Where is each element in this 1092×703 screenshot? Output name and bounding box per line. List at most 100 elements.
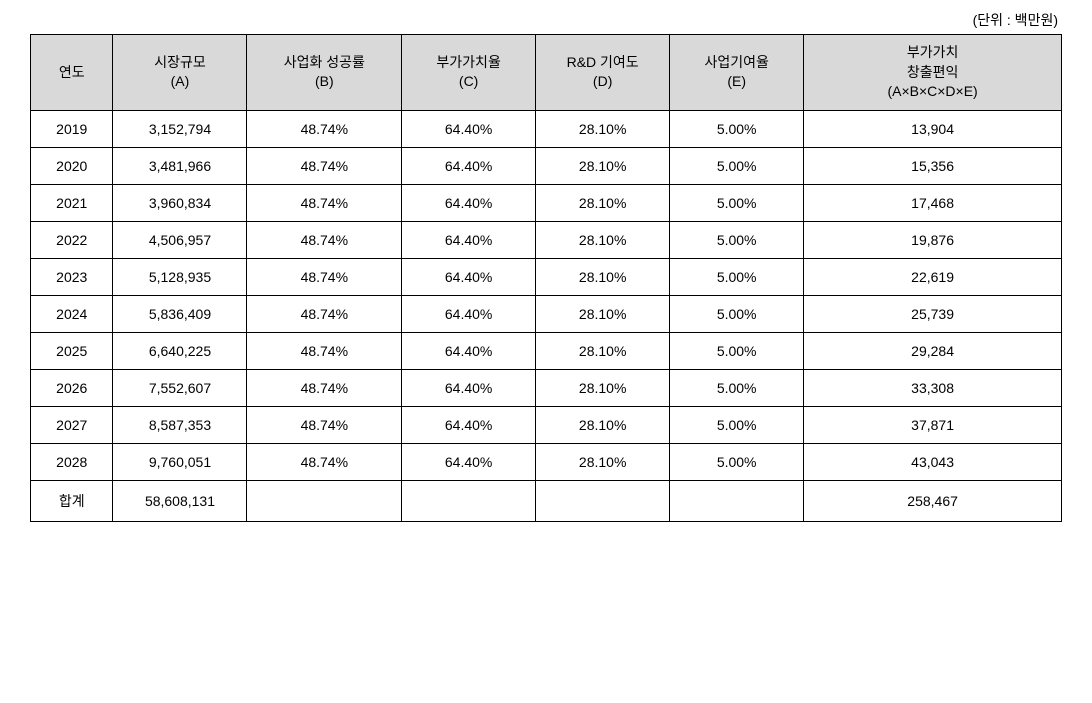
cell-B: 48.74% (247, 221, 402, 258)
cell-F: 22,619 (804, 258, 1062, 295)
table-row: 20278,587,35348.74%64.40%28.10%5.00%37,8… (31, 406, 1062, 443)
cell-D: 28.10% (536, 443, 670, 480)
cell-C: 64.40% (402, 295, 536, 332)
header-b-sublabel: (B) (315, 73, 334, 89)
table-row: 20213,960,83448.74%64.40%28.10%5.00%17,4… (31, 184, 1062, 221)
cell-year: 2024 (31, 295, 113, 332)
cell-D: 28.10% (536, 258, 670, 295)
cell-A: 6,640,225 (113, 332, 247, 369)
cell-A: 5,128,935 (113, 258, 247, 295)
header-d-sublabel: (D) (593, 73, 612, 89)
cell-B: 48.74% (247, 295, 402, 332)
total-cell-D (536, 480, 670, 521)
header-c-sublabel: (C) (459, 73, 478, 89)
header-a-sublabel: (A) (171, 73, 190, 89)
cell-C: 64.40% (402, 258, 536, 295)
cell-C: 64.40% (402, 443, 536, 480)
header-b-label: 사업화 성공률 (284, 54, 365, 70)
header-d-label: R&D 기여도 (567, 54, 639, 70)
cell-F: 43,043 (804, 443, 1062, 480)
header-e-sublabel: (E) (727, 73, 746, 89)
cell-F: 29,284 (804, 332, 1062, 369)
cell-C: 64.40% (402, 147, 536, 184)
cell-E: 5.00% (670, 443, 804, 480)
cell-C: 64.40% (402, 221, 536, 258)
total-cell-C (402, 480, 536, 521)
cell-E: 5.00% (670, 258, 804, 295)
table-row: 20224,506,95748.74%64.40%28.10%5.00%19,8… (31, 221, 1062, 258)
cell-F: 33,308 (804, 369, 1062, 406)
cell-B: 48.74% (247, 332, 402, 369)
cell-A: 3,481,966 (113, 147, 247, 184)
table-body: 20193,152,79448.74%64.40%28.10%5.00%13,9… (31, 110, 1062, 521)
table-header-row: 연도 시장규모 (A) 사업화 성공률 (B) 부가가치율 (C) R&D 기여… (31, 35, 1062, 111)
cell-D: 28.10% (536, 369, 670, 406)
header-f-sublabel: 창출편익 (907, 64, 959, 80)
cell-year: 2027 (31, 406, 113, 443)
data-table: 연도 시장규모 (A) 사업화 성공률 (B) 부가가치율 (C) R&D 기여… (30, 34, 1062, 522)
cell-B: 48.74% (247, 110, 402, 147)
cell-year: 2021 (31, 184, 113, 221)
cell-A: 4,506,957 (113, 221, 247, 258)
table-row: 20267,552,60748.74%64.40%28.10%5.00%33,3… (31, 369, 1062, 406)
cell-E: 5.00% (670, 406, 804, 443)
table-row: 20203,481,96648.74%64.40%28.10%5.00%15,3… (31, 147, 1062, 184)
cell-C: 64.40% (402, 332, 536, 369)
cell-F: 13,904 (804, 110, 1062, 147)
total-cell-label: 합계 (31, 480, 113, 521)
header-business-contribution: 사업기여율 (E) (670, 35, 804, 111)
cell-E: 5.00% (670, 110, 804, 147)
header-f-subsublabel: (A×B×C×D×E) (887, 83, 977, 99)
header-year: 연도 (31, 35, 113, 111)
cell-E: 5.00% (670, 184, 804, 221)
cell-B: 48.74% (247, 147, 402, 184)
cell-C: 64.40% (402, 110, 536, 147)
cell-B: 48.74% (247, 258, 402, 295)
cell-B: 48.74% (247, 406, 402, 443)
cell-F: 17,468 (804, 184, 1062, 221)
cell-B: 48.74% (247, 443, 402, 480)
cell-year: 2020 (31, 147, 113, 184)
cell-F: 37,871 (804, 406, 1062, 443)
cell-F: 19,876 (804, 221, 1062, 258)
table-row: 20256,640,22548.74%64.40%28.10%5.00%29,2… (31, 332, 1062, 369)
header-year-label: 연도 (59, 64, 85, 80)
header-rd-contribution: R&D 기여도 (D) (536, 35, 670, 111)
cell-F: 25,739 (804, 295, 1062, 332)
table-row: 20289,760,05148.74%64.40%28.10%5.00%43,0… (31, 443, 1062, 480)
cell-E: 5.00% (670, 221, 804, 258)
cell-E: 5.00% (670, 295, 804, 332)
header-success-rate: 사업화 성공률 (B) (247, 35, 402, 111)
cell-C: 64.40% (402, 184, 536, 221)
cell-A: 9,760,051 (113, 443, 247, 480)
total-cell-F: 258,467 (804, 480, 1062, 521)
header-c-label: 부가가치율 (436, 54, 500, 70)
total-cell-B (247, 480, 402, 521)
total-cell-A: 58,608,131 (113, 480, 247, 521)
table-total-row: 합계58,608,131 258,467 (31, 480, 1062, 521)
table-row: 20235,128,93548.74%64.40%28.10%5.00%22,6… (31, 258, 1062, 295)
table-row: 20245,836,40948.74%64.40%28.10%5.00%25,7… (31, 295, 1062, 332)
cell-year: 2025 (31, 332, 113, 369)
cell-B: 48.74% (247, 369, 402, 406)
cell-B: 48.74% (247, 184, 402, 221)
cell-year: 2022 (31, 221, 113, 258)
cell-E: 5.00% (670, 147, 804, 184)
cell-D: 28.10% (536, 147, 670, 184)
cell-D: 28.10% (536, 221, 670, 258)
cell-F: 15,356 (804, 147, 1062, 184)
cell-A: 5,836,409 (113, 295, 247, 332)
header-market-size: 시장규모 (A) (113, 35, 247, 111)
table-row: 20193,152,79448.74%64.40%28.10%5.00%13,9… (31, 110, 1062, 147)
cell-A: 3,152,794 (113, 110, 247, 147)
cell-D: 28.10% (536, 406, 670, 443)
cell-E: 5.00% (670, 332, 804, 369)
cell-E: 5.00% (670, 369, 804, 406)
cell-D: 28.10% (536, 295, 670, 332)
cell-year: 2019 (31, 110, 113, 147)
unit-label: (단위 : 백만원) (30, 10, 1062, 30)
header-value-added-rate: 부가가치율 (C) (402, 35, 536, 111)
cell-year: 2023 (31, 258, 113, 295)
cell-D: 28.10% (536, 332, 670, 369)
cell-C: 64.40% (402, 369, 536, 406)
